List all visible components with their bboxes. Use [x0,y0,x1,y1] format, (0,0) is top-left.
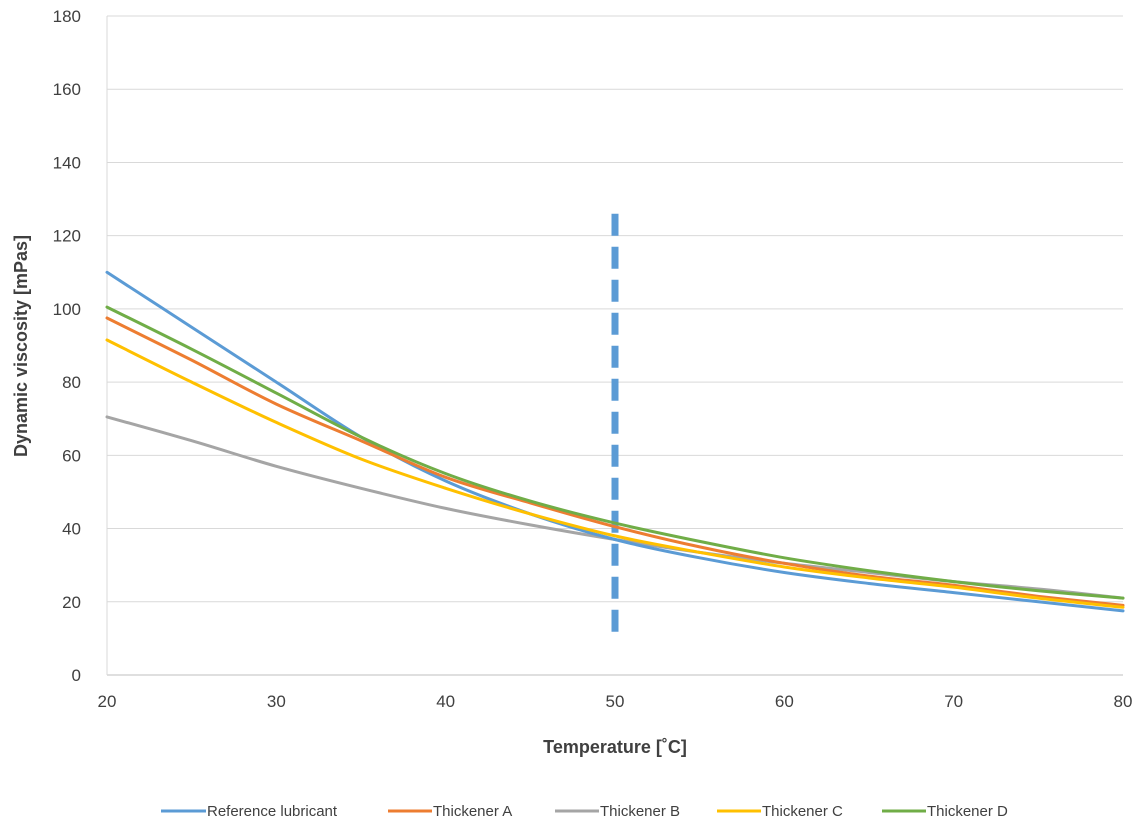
series-line-4 [105,305,1125,600]
y-tick-label: 0 [72,666,81,685]
legend-label: Thickener A [433,803,512,820]
legend-label: Reference lubricant [207,803,338,820]
y-tick-label: 20 [62,593,81,612]
gridlines [106,15,1123,676]
series-lines [105,270,1125,613]
y-tick-label: 180 [53,7,81,26]
y-tick-label: 140 [53,153,81,172]
y-tick-label: 80 [62,373,81,392]
series-line-0 [105,270,1125,613]
x-tick-label: 30 [267,692,286,711]
x-tick-label: 60 [775,692,794,711]
x-tick-label: 40 [436,692,455,711]
legend-label: Thickener D [927,803,1008,820]
y-tick-label: 60 [62,446,81,465]
y-tick-label: 100 [53,300,81,319]
series-line-1 [105,316,1125,607]
x-axis-ticks: 20 30 40 50 60 70 80 [98,692,1133,711]
y-axis-ticks: 0 20 40 60 80 100 120 140 160 180 [53,7,81,685]
legend: Reference lubricant Thickener A Thickener … [161,803,1008,820]
x-tick-label: 20 [98,692,117,711]
legend-label: Thickener B [600,803,680,820]
x-tick-label: 80 [1114,692,1133,711]
legend-label: Thickener C [762,803,843,820]
x-tick-label: 70 [944,692,963,711]
y-tick-label: 160 [53,80,81,99]
series-line-3 [105,338,1125,609]
y-tick-label: 120 [53,227,81,246]
x-axis-title: Temperature [˚C] [543,737,687,757]
y-axis-title: Dynamic viscosity [mPas] [11,235,31,457]
y-tick-label: 40 [62,520,81,539]
series-line-2 [105,415,1125,600]
x-tick-label: 50 [606,692,625,711]
